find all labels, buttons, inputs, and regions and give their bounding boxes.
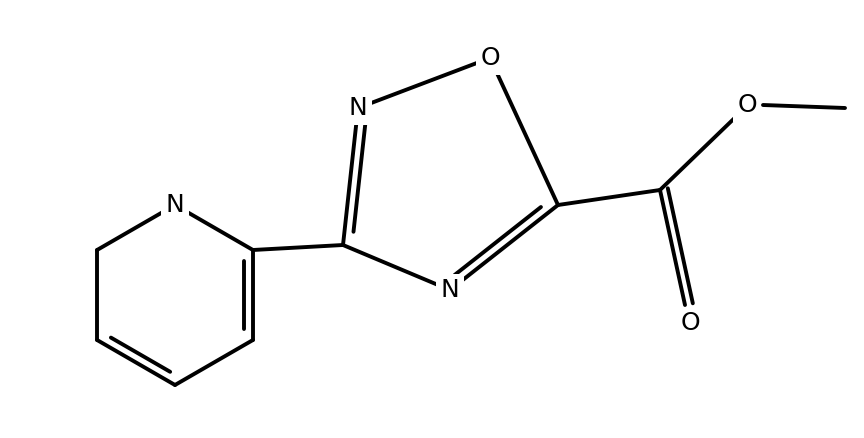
Text: O: O bbox=[480, 46, 499, 70]
Text: N: N bbox=[441, 278, 460, 302]
Text: O: O bbox=[680, 311, 700, 335]
Text: N: N bbox=[166, 193, 184, 217]
Text: N: N bbox=[349, 96, 367, 120]
Text: O: O bbox=[737, 93, 757, 117]
